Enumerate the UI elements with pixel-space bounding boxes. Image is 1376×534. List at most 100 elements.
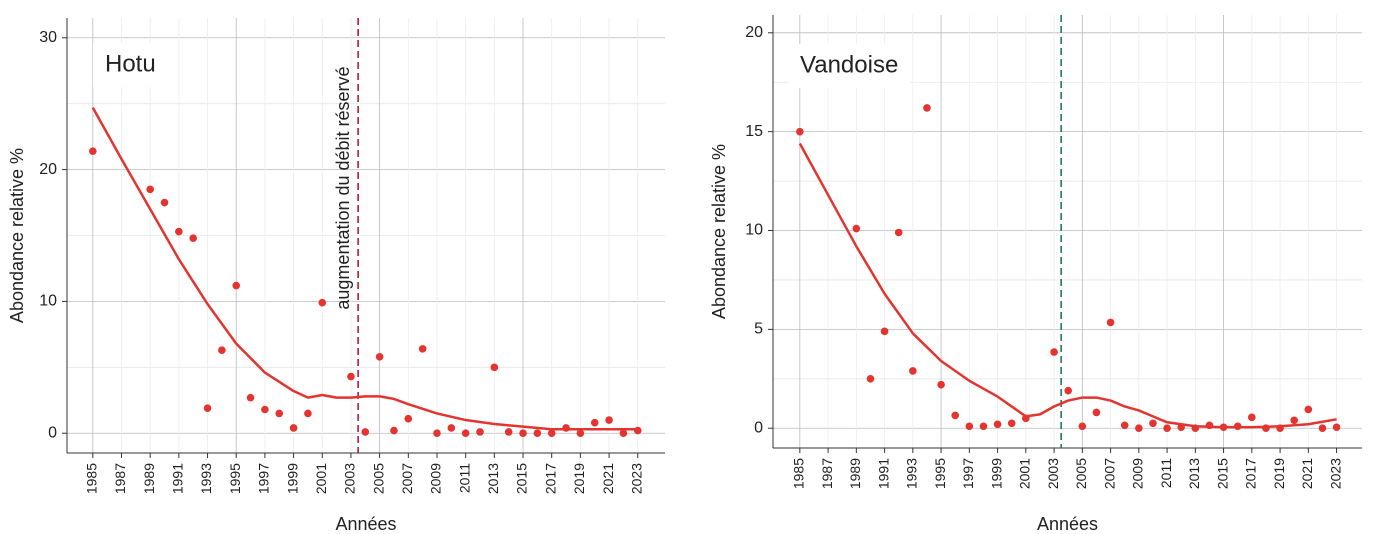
x-tick-label: 2007 — [399, 463, 415, 494]
point — [1064, 386, 1073, 395]
x-tick-label: 2015 — [1214, 458, 1230, 489]
point — [390, 426, 398, 435]
point — [418, 345, 427, 353]
point — [261, 405, 269, 414]
x-tick-label: 2009 — [428, 463, 444, 494]
x-tick-label: 2003 — [342, 463, 358, 494]
x-tick-label: 2013 — [1186, 458, 1202, 489]
x-tick-label: 2003 — [1045, 458, 1061, 489]
point — [375, 352, 384, 361]
x-tick-label: 2009 — [1130, 458, 1146, 489]
trend-line — [91, 107, 638, 431]
point — [633, 426, 642, 435]
point — [576, 429, 585, 438]
point — [1106, 318, 1115, 327]
y-tick-label: 0 — [48, 424, 57, 441]
x-tick-label: 2015 — [514, 463, 530, 494]
x-tick-label: 1999 — [988, 458, 1004, 489]
x-tick-label: 1997 — [960, 458, 976, 489]
x-tick-label: 2023 — [1327, 458, 1343, 489]
y-tick-label: 0 — [754, 419, 763, 436]
x-tick-label: 2017 — [1243, 458, 1259, 489]
point — [461, 429, 470, 438]
point — [923, 104, 931, 112]
chart-title: Vandoise — [800, 51, 898, 78]
x-tick-label: 2007 — [1101, 458, 1117, 489]
point — [347, 372, 355, 381]
point — [951, 411, 960, 420]
x-tick-label: 2019 — [571, 463, 587, 494]
point — [894, 228, 903, 237]
x-tick-label: 1995 — [227, 463, 243, 494]
point — [246, 393, 255, 402]
y-tick-label: 5 — [754, 321, 763, 338]
point — [433, 429, 441, 438]
point — [1135, 424, 1143, 433]
x-tick-label: 2005 — [1073, 458, 1089, 489]
point — [1332, 423, 1341, 432]
x-tick-label: 1987 — [112, 463, 128, 494]
annotation: augmentation du débit réservé — [333, 66, 353, 309]
point — [993, 420, 1002, 429]
x-tick-label: 1993 — [904, 458, 920, 489]
point — [275, 409, 284, 418]
y-axis-label: Abondance relative % — [709, 144, 729, 319]
point — [189, 234, 197, 242]
y-tick-label: 30 — [39, 29, 57, 46]
point — [562, 424, 570, 432]
trend-line — [798, 142, 1337, 429]
x-tick-label: 2019 — [1271, 458, 1287, 489]
point — [361, 428, 370, 436]
point — [232, 281, 241, 290]
point — [1290, 416, 1299, 425]
x-tick-label: 2021 — [1299, 458, 1315, 489]
point — [1163, 424, 1171, 433]
point — [605, 416, 613, 424]
point — [203, 404, 212, 412]
x-tick-label: 1985 — [791, 458, 807, 489]
y-axis-label: Abondance relative % — [7, 148, 27, 323]
point — [852, 224, 861, 233]
x-axis-label: Années — [335, 514, 396, 534]
point — [1120, 421, 1129, 430]
chart-title: Hotu — [105, 50, 156, 77]
y-tick-label: 20 — [39, 161, 57, 178]
point — [447, 424, 456, 432]
x-tick-label: 1987 — [819, 458, 835, 489]
point — [1149, 419, 1157, 428]
point — [880, 327, 889, 336]
title-background — [93, 43, 168, 87]
point — [146, 185, 154, 194]
x-tick-label: 2021 — [600, 463, 616, 494]
x-tick-label: 2001 — [313, 463, 329, 494]
x-tick-label: 1991 — [170, 463, 186, 494]
x-tick-label: 2013 — [485, 463, 501, 494]
point — [490, 363, 499, 372]
point — [304, 409, 312, 418]
x-tick-label: 2011 — [1158, 458, 1174, 488]
y-tick-label: 10 — [745, 222, 763, 239]
x-tick-label: 1999 — [284, 463, 300, 494]
point — [796, 127, 804, 136]
point — [404, 414, 413, 423]
x-tick-label: 1995 — [932, 458, 948, 489]
point — [1078, 422, 1087, 431]
point — [1318, 424, 1327, 433]
y-tick-label: 20 — [745, 24, 763, 41]
point — [909, 367, 917, 375]
point — [1007, 419, 1016, 428]
x-tick-label: 1989 — [847, 458, 863, 489]
point — [289, 424, 298, 432]
point — [1304, 405, 1313, 414]
x-tick-label: 1991 — [875, 458, 891, 489]
x-tick-label: 1997 — [256, 463, 272, 494]
x-tick-label: 2005 — [370, 463, 386, 494]
point — [476, 428, 484, 436]
x-tick-label: 1985 — [84, 463, 100, 494]
point — [619, 429, 628, 438]
point — [504, 428, 513, 436]
x-tick-label: 2011 — [456, 463, 472, 493]
point — [965, 422, 974, 431]
